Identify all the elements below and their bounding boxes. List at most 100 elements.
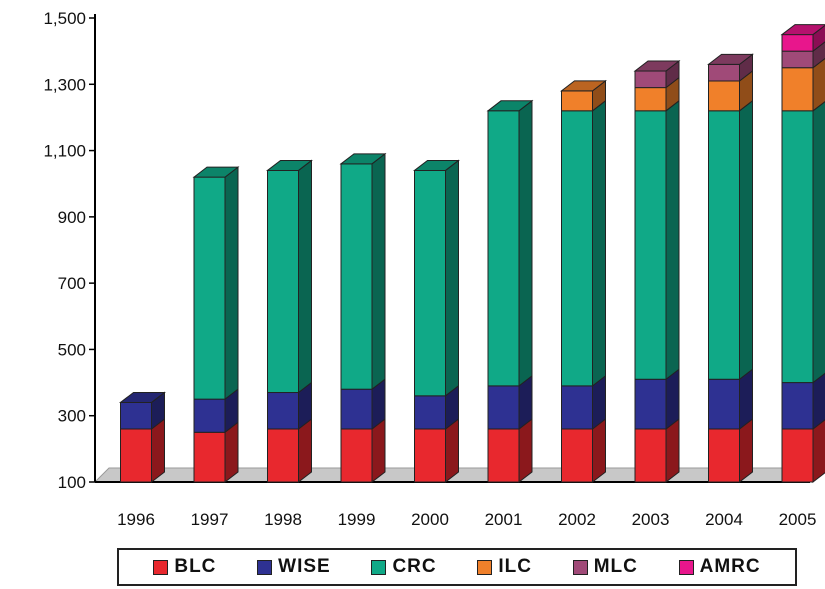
bar-1998-crc-side bbox=[298, 159, 312, 394]
y-tick-label: 1,500 bbox=[43, 9, 86, 28]
bar-1998-blc bbox=[267, 428, 299, 483]
bar-2003-crc bbox=[634, 110, 667, 380]
legend-swatch-crc bbox=[371, 559, 387, 575]
bar-1999-wise bbox=[340, 388, 373, 430]
bar-2000-crc bbox=[414, 169, 446, 397]
bar-2001-crc bbox=[487, 110, 520, 387]
bar-2002-blc bbox=[561, 428, 593, 483]
bar-2000-crc-top bbox=[413, 159, 460, 171]
bar-2005-amrc bbox=[781, 34, 814, 52]
bar-2003-crc-side bbox=[665, 99, 680, 381]
bar-1998-wise bbox=[267, 392, 299, 430]
bar-2000-blc-side bbox=[445, 417, 459, 484]
bar-group-1997 bbox=[192, 166, 240, 484]
x-tick-label-1998: 1998 bbox=[264, 510, 302, 529]
bar-1998-crc-top bbox=[266, 159, 313, 171]
bar-2001-wise bbox=[487, 385, 520, 430]
y-tick-label: 1,300 bbox=[43, 75, 86, 94]
y-tick-label: 100 bbox=[58, 473, 86, 492]
bar-group-2002 bbox=[560, 79, 607, 484]
legend-label-amrc: AMRC bbox=[699, 556, 761, 577]
x-tick-label-2002: 2002 bbox=[558, 510, 596, 529]
y-tick-label: 1,100 bbox=[43, 142, 86, 161]
bar-2005-blc-side bbox=[812, 419, 825, 484]
bar-2005-crc bbox=[781, 110, 814, 384]
bar-2002-crc-side bbox=[592, 99, 606, 387]
bar-2002-crc bbox=[561, 110, 593, 387]
bar-group-2004 bbox=[707, 53, 754, 484]
bar-2005-mlc bbox=[781, 50, 814, 69]
bar-2003-mlc bbox=[634, 70, 667, 89]
bar-2001-crc-top bbox=[486, 100, 534, 112]
bar-2004-blc bbox=[708, 428, 740, 483]
bar-1999-blc bbox=[340, 428, 373, 483]
bar-2001-crc-side bbox=[518, 99, 533, 387]
bar-1996-wise bbox=[120, 401, 152, 430]
bar-2002-ilc bbox=[561, 90, 593, 112]
legend-label-mlc: MLC bbox=[593, 556, 638, 577]
bar-1999-crc bbox=[340, 163, 373, 390]
bar-1997-crc-side bbox=[224, 166, 239, 401]
legend-item-ilc: ILC bbox=[477, 556, 532, 578]
y-tick-label: 500 bbox=[58, 340, 86, 359]
bar-1997-crc-top bbox=[192, 166, 240, 178]
bar-1999-blc-side bbox=[371, 417, 386, 484]
bar-1997-wise bbox=[193, 398, 226, 433]
bar-2003-mlc-top bbox=[633, 60, 681, 72]
bar-1998-blc-side bbox=[298, 417, 312, 484]
legend-swatch-mlc bbox=[572, 559, 588, 575]
bar-2005-ilc bbox=[781, 67, 814, 112]
bar-2004-mlc bbox=[708, 63, 740, 82]
x-tick-label-1996: 1996 bbox=[117, 510, 155, 529]
bar-2004-ilc bbox=[708, 80, 740, 112]
legend-label-crc: CRC bbox=[392, 556, 437, 577]
legend-swatch-amrc bbox=[678, 559, 694, 575]
bar-2003-blc-side bbox=[665, 417, 680, 484]
bar-2003-wise bbox=[634, 378, 667, 430]
bar-2000-wise bbox=[414, 395, 446, 430]
legend-swatch-ilc bbox=[477, 559, 493, 575]
bar-2005-blc bbox=[781, 428, 814, 483]
legend-item-mlc: MLC bbox=[572, 556, 638, 578]
y-tick-label: 300 bbox=[58, 407, 86, 426]
stacked-bar-chart: 100 300 500 700 900 1,100 1,300 1,500 1996 1997 19… bbox=[43, 9, 825, 529]
legend-item-wise: WISE bbox=[257, 556, 331, 578]
bar-1996-wise-top bbox=[119, 391, 166, 403]
x-tick-label-2004: 2004 bbox=[705, 510, 743, 529]
x-tick-label-1997: 1997 bbox=[191, 510, 229, 529]
y-tick-label: 700 bbox=[58, 274, 86, 293]
bar-2000-crc-side bbox=[445, 159, 459, 397]
legend-label-blc: BLC bbox=[174, 556, 217, 577]
legend-swatch-blc bbox=[153, 559, 169, 575]
legend-label-wise: WISE bbox=[278, 556, 331, 577]
bar-group-2003 bbox=[633, 60, 681, 484]
bar-2005-wise bbox=[781, 382, 814, 430]
bar-2004-crc-side bbox=[739, 99, 753, 381]
bar-2002-wise bbox=[561, 385, 593, 430]
legend-swatch-wise bbox=[257, 559, 273, 575]
legend-label-ilc: ILC bbox=[498, 556, 532, 577]
bar-1997-crc bbox=[193, 176, 226, 400]
bar-1996-blc-side bbox=[151, 417, 165, 484]
bar-2004-wise bbox=[708, 378, 740, 430]
bar-group-1998 bbox=[266, 159, 313, 484]
bar-2005-crc-side bbox=[812, 100, 825, 384]
bar-2004-blc-side bbox=[739, 417, 753, 484]
bar-2003-blc bbox=[634, 428, 667, 483]
bar-group-2005 bbox=[780, 24, 825, 484]
bar-2002-blc-side bbox=[592, 417, 606, 484]
bar-1996-blc bbox=[120, 428, 152, 483]
legend-item-blc: BLC bbox=[153, 556, 216, 578]
bar-group-2001 bbox=[486, 99, 534, 484]
x-tick-label-2000: 2000 bbox=[411, 510, 449, 529]
x-tick-label-2003: 2003 bbox=[632, 510, 670, 529]
bar-2000-blc bbox=[414, 428, 446, 483]
bar-group-1996 bbox=[119, 391, 166, 484]
y-tick-label: 900 bbox=[58, 208, 86, 227]
bar-2004-mlc-top bbox=[707, 53, 754, 65]
bar-1997-blc bbox=[193, 431, 226, 483]
x-tick-label-1999: 1999 bbox=[338, 510, 376, 529]
bar-2003-ilc bbox=[634, 87, 667, 112]
bar-2001-blc bbox=[487, 428, 520, 483]
